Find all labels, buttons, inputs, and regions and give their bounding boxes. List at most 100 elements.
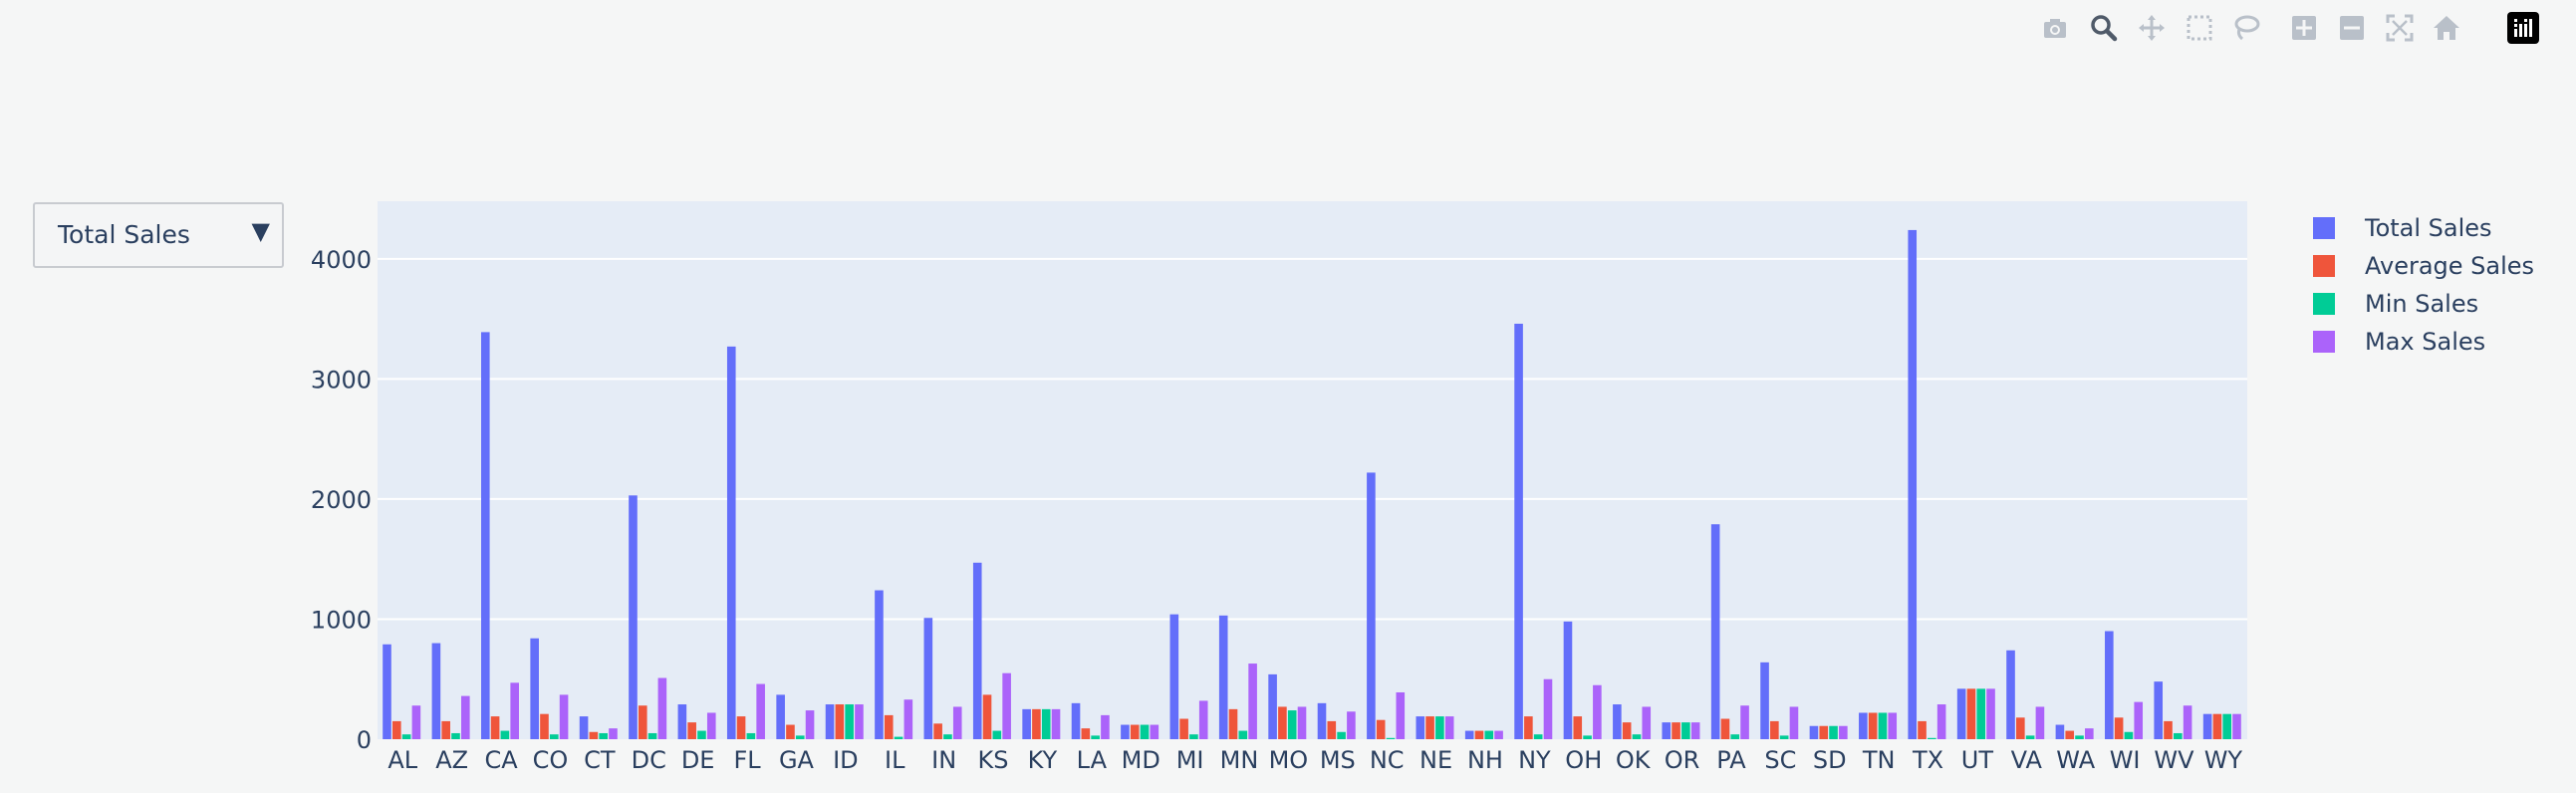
bar[interactable] [2124, 731, 2134, 739]
bar[interactable] [559, 694, 569, 739]
bar[interactable] [1130, 724, 1140, 739]
bar[interactable] [549, 734, 559, 739]
bar[interactable] [2006, 650, 2015, 739]
bar[interactable] [1770, 720, 1779, 739]
bar[interactable] [383, 644, 391, 739]
bar[interactable] [1583, 735, 1592, 739]
bar[interactable] [1376, 719, 1386, 739]
legend-item[interactable]: Total Sales [2309, 213, 2568, 243]
bar[interactable] [1248, 663, 1257, 739]
bar[interactable] [1976, 688, 1986, 739]
bar[interactable] [952, 706, 962, 739]
bar[interactable] [1986, 688, 1995, 739]
bar[interactable] [1238, 730, 1248, 739]
bar[interactable] [1198, 700, 1208, 739]
autoscale-icon[interactable] [2382, 10, 2418, 46]
bar[interactable] [441, 720, 450, 739]
bar[interactable] [2212, 713, 2222, 739]
bar[interactable] [1672, 722, 1680, 739]
bar[interactable] [1297, 706, 1307, 739]
bar[interactable] [2025, 735, 2035, 739]
bar[interactable] [1435, 716, 1444, 739]
bar[interactable] [1140, 724, 1150, 739]
bar[interactable] [1839, 725, 1848, 739]
bar[interactable] [1386, 737, 1396, 739]
camera-icon[interactable] [2037, 10, 2073, 46]
bar[interactable] [835, 704, 845, 739]
bar[interactable] [795, 735, 805, 739]
plot-area[interactable] [378, 201, 2247, 739]
bar[interactable] [706, 712, 716, 739]
bar[interactable] [1936, 704, 1946, 739]
bar[interactable] [1514, 323, 1523, 739]
bar[interactable] [391, 720, 401, 739]
bar[interactable] [1524, 716, 1533, 739]
bar[interactable] [1425, 716, 1434, 739]
bar[interactable] [1662, 722, 1672, 739]
bar[interactable] [1071, 702, 1081, 739]
bar[interactable] [1789, 706, 1799, 739]
bar[interactable] [2174, 732, 2183, 739]
bar[interactable] [1464, 730, 1474, 739]
bar[interactable] [2202, 713, 2212, 739]
bar[interactable] [500, 730, 510, 739]
bar[interactable] [855, 704, 864, 739]
bar[interactable] [1169, 614, 1179, 739]
bar[interactable] [1563, 621, 1573, 739]
bar[interactable] [1779, 735, 1789, 739]
bar[interactable] [2164, 720, 2173, 739]
bar[interactable] [746, 732, 756, 739]
bar[interactable] [933, 723, 942, 739]
bar[interactable] [1918, 720, 1927, 739]
legend-item[interactable]: Max Sales [2309, 327, 2568, 357]
bar[interactable] [1878, 712, 1888, 739]
bar[interactable] [982, 694, 992, 739]
zoom-out-icon[interactable] [2334, 10, 2370, 46]
bar[interactable] [756, 683, 765, 739]
bar[interactable] [2183, 705, 2192, 739]
bar[interactable] [1444, 716, 1454, 739]
zoom-in-icon[interactable] [2286, 10, 2322, 46]
lasso-icon[interactable] [2228, 10, 2264, 46]
bar[interactable] [1091, 735, 1100, 739]
bar[interactable] [697, 730, 706, 739]
bar[interactable] [1908, 229, 1918, 739]
bar[interactable] [1829, 725, 1838, 739]
bar[interactable] [1268, 673, 1277, 739]
bar[interactable] [1760, 661, 1769, 739]
bar[interactable] [401, 734, 411, 739]
bar[interactable] [1543, 678, 1553, 739]
bar[interactable] [1228, 708, 1238, 739]
bar[interactable] [530, 638, 539, 739]
bar[interactable] [2154, 681, 2164, 739]
bar[interactable] [2232, 713, 2241, 739]
bar[interactable] [2075, 735, 2084, 739]
bar[interactable] [2035, 706, 2045, 739]
bar[interactable] [1622, 722, 1632, 739]
bar[interactable] [2134, 701, 2144, 739]
plotly-logo-icon[interactable] [2505, 10, 2541, 46]
bar[interactable] [1041, 708, 1051, 739]
bar[interactable] [1642, 706, 1652, 739]
bar[interactable] [1081, 728, 1091, 739]
bar[interactable] [1002, 672, 1011, 739]
bar[interactable] [776, 694, 785, 739]
bar[interactable] [736, 716, 746, 739]
bar[interactable] [992, 730, 1002, 739]
bar[interactable] [638, 705, 647, 739]
bar[interactable] [805, 710, 815, 739]
bar[interactable] [1730, 734, 1740, 739]
series-dropdown[interactable]: Total Sales ▼ [33, 202, 284, 268]
bar[interactable] [1218, 615, 1228, 739]
bar[interactable] [490, 716, 500, 739]
bar[interactable] [1613, 704, 1622, 739]
bar[interactable] [2065, 730, 2075, 739]
bar[interactable] [1928, 737, 1936, 739]
bar[interactable] [451, 732, 460, 739]
bar[interactable] [1809, 725, 1819, 739]
bar[interactable] [1859, 712, 1868, 739]
box-select-icon[interactable] [2182, 10, 2217, 46]
bar[interactable] [2114, 717, 2124, 739]
bar[interactable] [480, 332, 490, 739]
bar[interactable] [1888, 712, 1898, 739]
